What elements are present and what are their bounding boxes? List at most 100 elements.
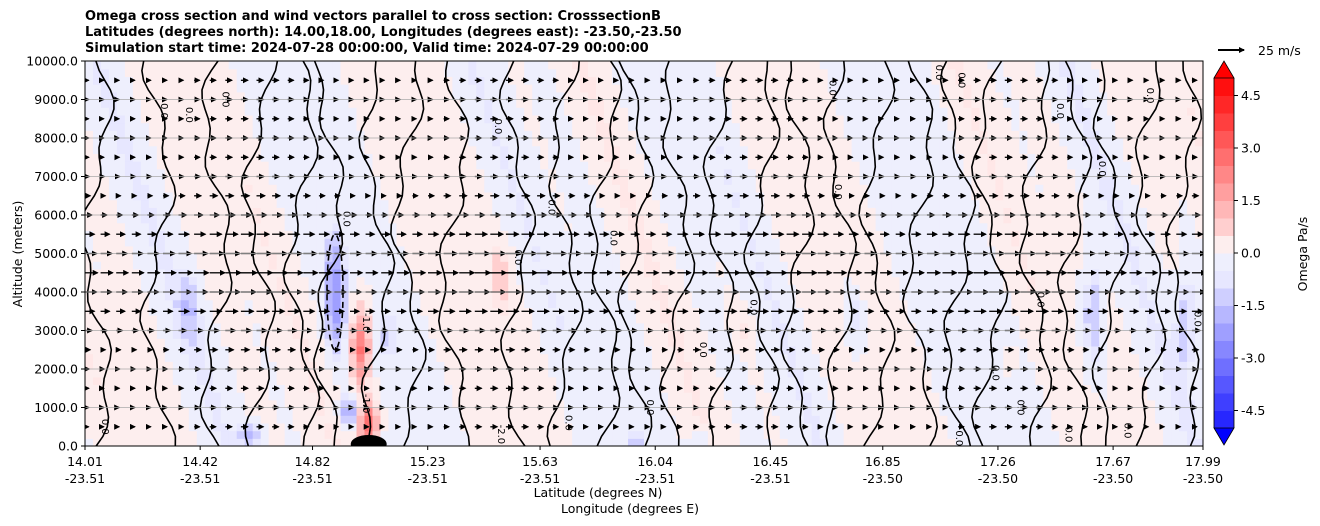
omega-cell [212,68,222,77]
omega-cell [476,161,485,170]
omega-cell [460,176,469,185]
omega-cell [444,438,453,446]
omega-cell [204,207,214,216]
omega-cell [755,430,765,439]
omega-cell [380,122,390,131]
omega-cell [284,353,294,362]
omega-cell [164,261,174,270]
omega-cell [787,407,797,416]
omega-cell [787,161,797,170]
omega-cell [644,292,653,301]
omega-cell [412,407,421,416]
omega-cell [124,176,134,185]
omega-cell [691,176,701,185]
omega-cell [723,84,733,93]
omega-cell [675,299,685,308]
omega-cell [556,253,565,262]
omega-cell [444,107,453,116]
omega-cell [396,68,406,77]
omega-cell [468,322,477,332]
omega-cell [316,61,326,70]
omega-cell [707,361,717,370]
omega-cell [188,276,198,285]
omega-cell [651,207,661,216]
omega-cell [667,338,677,347]
omega-cell [244,399,254,409]
omega-cell [260,161,270,170]
omega-cell [596,199,605,208]
omega-cell [372,130,382,139]
omega-cell [348,253,358,262]
omega-cell [755,315,765,324]
omega-cell [500,299,509,308]
omega-cell [763,168,773,178]
omega-cell [763,415,773,424]
omega-cell [795,230,805,239]
omega-cell [452,199,461,208]
omega-cell [699,376,709,385]
omega-cell [564,99,573,108]
omega-cell [468,307,477,316]
omega-cell [452,284,461,293]
omega-cell [564,369,573,378]
omega-cell [180,176,190,185]
omega-cell [236,284,246,293]
omega-cell [148,199,158,208]
omega-cell [596,184,605,193]
omega-cell [244,153,254,162]
omega-cell [132,84,142,93]
omega-cell [867,168,877,178]
omega-cell [356,261,366,270]
omega-cell [827,361,837,370]
omega-cell [85,392,94,401]
omega-cell [683,130,693,139]
omega-cell [316,199,326,208]
omega-cell [747,122,757,131]
omega-cell [588,76,597,85]
omega-cell [851,322,861,332]
omega-cell [116,384,126,393]
omega-cell [340,99,350,108]
omega-cell [444,315,453,324]
omega-cell [835,292,845,301]
omega-cell [620,184,629,193]
omega-cell [92,84,102,93]
omega-cell [164,107,174,116]
omega-cell [811,376,821,385]
omega-cell [723,122,733,131]
omega-cell [779,84,789,93]
omega-cell [739,292,749,301]
omega-cell [85,61,94,70]
omega-cell [124,407,134,416]
omega-cell [596,68,605,77]
omega-cell [284,107,294,116]
omega-cell [667,76,677,85]
omega-cell [340,191,350,201]
omega-cell [827,315,837,324]
omega-cell [691,392,701,401]
omega-cell [260,199,270,208]
omega-cell [508,99,517,108]
omega-cell [180,76,190,85]
omega-cell [116,76,126,85]
omega-cell [436,276,445,285]
omega-cell [540,161,549,170]
omega-cell [420,299,429,308]
omega-cell [268,91,278,101]
omega-cell [156,338,166,347]
omega-cell [332,338,342,347]
omega-cell [292,438,302,446]
omega-cell [124,107,134,116]
omega-cell [516,130,525,139]
omega-cell [819,207,829,216]
omega-cell [300,361,310,370]
omega-cell [276,315,286,324]
omega-cell [803,330,813,339]
omega-cell [404,68,414,77]
omega-cell [436,107,445,116]
omega-cell [324,176,334,185]
omega-cell [404,384,414,393]
omega-cell [156,353,166,362]
omega-cell [468,153,477,162]
omega-cell [564,122,573,131]
